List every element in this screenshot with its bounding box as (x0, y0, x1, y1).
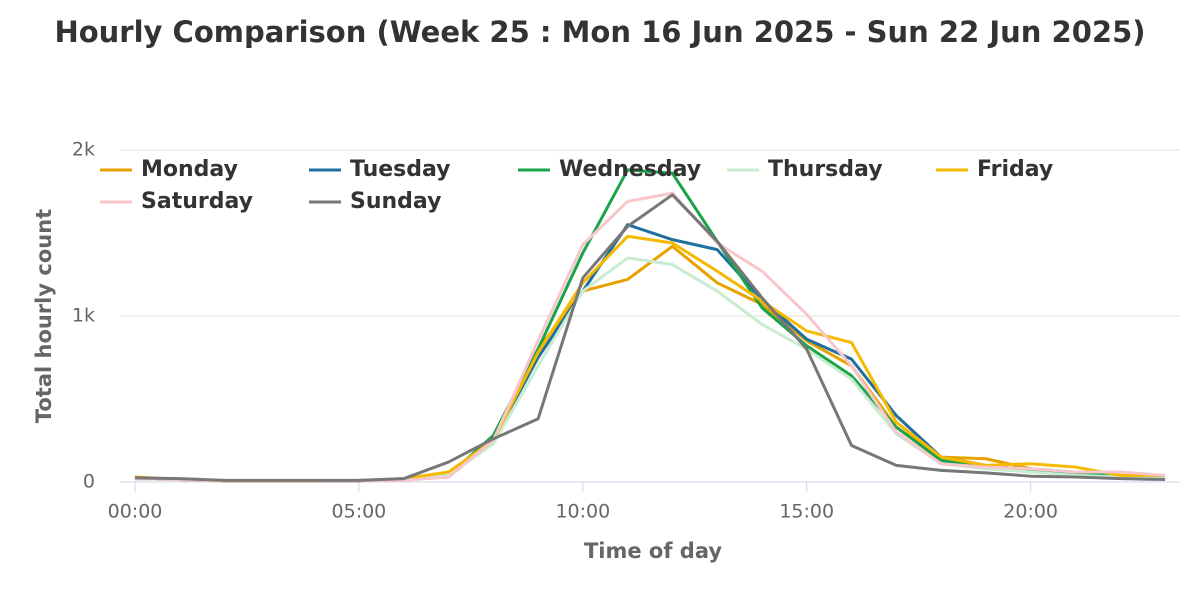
y-axis-label: Total hourly count (32, 209, 56, 423)
legend-label[interactable]: Saturday (141, 189, 253, 214)
chart-title: Hourly Comparison (Week 25 : Mon 16 Jun … (54, 15, 1145, 49)
x-axis-label: Time of day (584, 539, 722, 563)
legend-label[interactable]: Tuesday (350, 157, 451, 182)
legend-label[interactable]: Thursday (768, 157, 883, 182)
legend-label[interactable]: Friday (977, 157, 1053, 182)
y-tick-label: 0 (83, 471, 95, 493)
series-line (134, 244, 1166, 483)
series-line (134, 256, 1166, 483)
series-line (134, 168, 1166, 483)
x-tick-label: 00:00 (108, 501, 163, 523)
series-line (134, 191, 1166, 483)
series-line (134, 193, 1166, 482)
y-tick-label: 2k (72, 139, 95, 161)
legend-label[interactable]: Sunday (350, 189, 441, 214)
x-tick-label: 20:00 (1003, 501, 1058, 523)
x-tick-label: 15:00 (779, 501, 834, 523)
y-tick-label: 1k (72, 305, 95, 327)
x-tick-label: 05:00 (332, 501, 387, 523)
legend-label[interactable]: Monday (141, 157, 238, 182)
x-tick-label: 10:00 (555, 501, 610, 523)
legend-label[interactable]: Wednesday (559, 157, 701, 182)
series-line (134, 234, 1165, 483)
